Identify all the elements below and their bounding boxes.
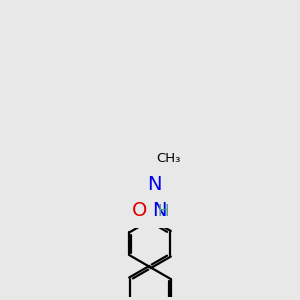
Text: H: H	[158, 204, 169, 219]
Text: N: N	[148, 175, 162, 194]
Text: N: N	[153, 201, 167, 220]
Text: CH₃: CH₃	[156, 152, 181, 165]
Text: O: O	[132, 201, 147, 220]
